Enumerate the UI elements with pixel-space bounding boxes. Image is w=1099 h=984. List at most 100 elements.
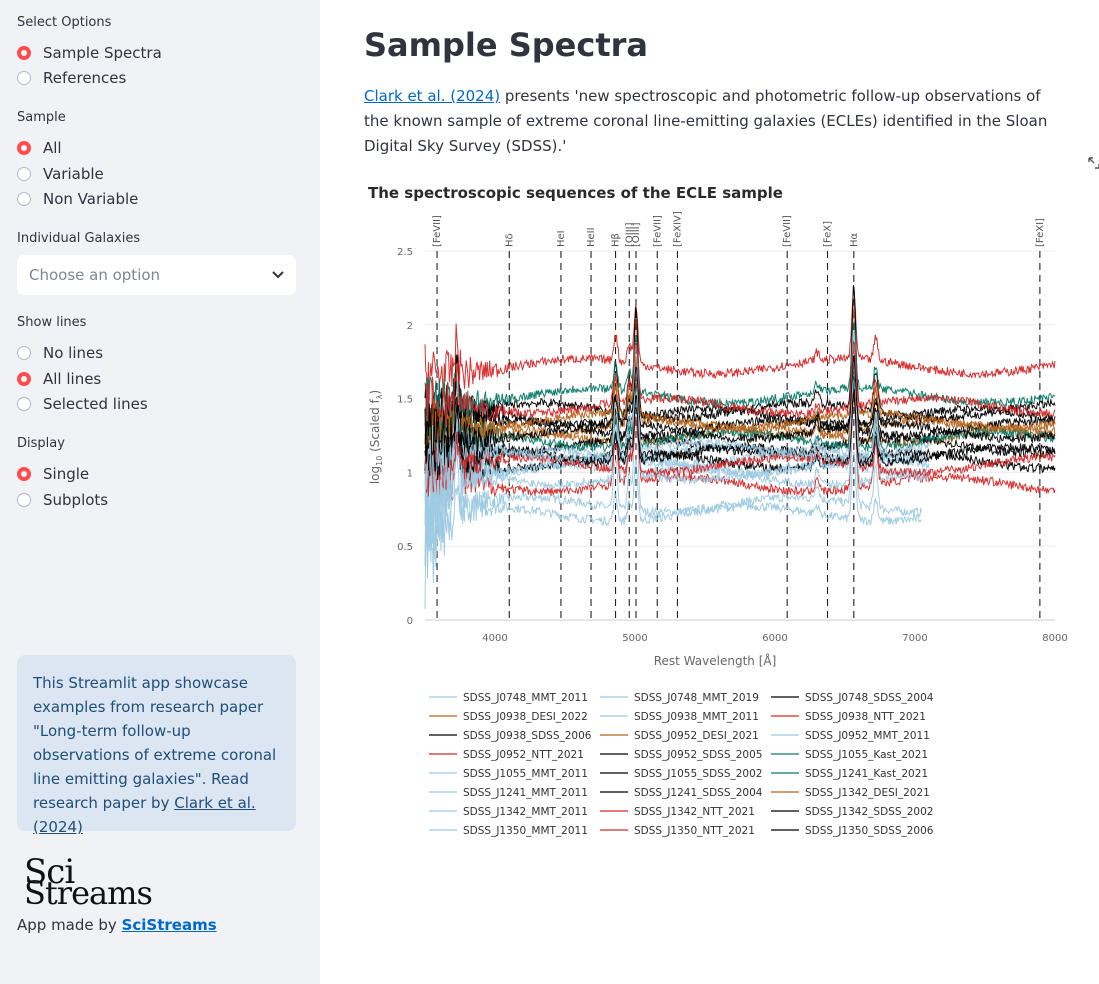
series-line (424, 373, 1056, 462)
line-marker-label: [FeVII] (432, 215, 443, 247)
series-line (424, 354, 1056, 438)
page-title: Sample Spectra (364, 26, 648, 64)
radio-indicator[interactable] (17, 71, 31, 85)
y-tick-label: 2 (407, 321, 413, 332)
sidebar: Select Options Sample Spectra References… (0, 0, 320, 984)
radio-no-lines[interactable]: No lines (17, 342, 103, 364)
series-line (424, 361, 930, 542)
x-tick-label: 4000 (482, 633, 507, 644)
expand-icon[interactable] (1088, 157, 1099, 169)
radio-indicator[interactable] (17, 467, 31, 481)
line-marker-label: [FeXIV] (672, 211, 683, 247)
series-line (424, 364, 1056, 502)
legend-entry: SDSS_J0748_SDSS_2004 (805, 692, 934, 704)
series-line (424, 285, 1056, 445)
legend-entry: SDSS_J0952_SDSS_2005 (634, 749, 762, 761)
paper-link[interactable]: Clark et al. (2024) (33, 794, 256, 836)
line-marker-label: [OIII] (631, 222, 642, 247)
radio-non-variable[interactable]: Non Variable (17, 188, 138, 210)
legend-entry: SDSS_J1241_MMT_2011 (463, 787, 588, 799)
legend-entry: SDSS_J1055_SDSS_2002 (634, 768, 762, 780)
scistreams-link[interactable]: SciStreams (121, 916, 217, 934)
line-marker-label: [OIII] (624, 222, 635, 247)
info-text: This Streamlit app showcase examples fro… (33, 674, 277, 812)
series-line (424, 452, 922, 583)
legend-entry: SDSS_J1350_MMT_2011 (463, 825, 588, 837)
y-tick-label: 0.5 (397, 542, 413, 553)
legend-entry: SDSS_J1055_MMT_2011 (463, 768, 588, 780)
series-line (424, 391, 930, 549)
line-marker-label: HeI (556, 230, 567, 247)
x-axis-label: Rest Wavelength [Å] (654, 653, 777, 668)
legend-entry: SDSS_J0938_SDSS_2006 (463, 730, 592, 742)
series-line (424, 335, 930, 525)
line-marker-label: Hα (849, 232, 860, 247)
radio-references[interactable]: References (17, 67, 126, 89)
chart-title: The spectroscopic sequences of the ECLE … (368, 184, 783, 202)
series-line (424, 329, 930, 552)
radio-indicator[interactable] (17, 346, 31, 360)
series-line (424, 341, 929, 566)
line-marker-label: [FeX] (823, 221, 834, 247)
series-line (424, 320, 1056, 426)
y-tick-label: 1 (407, 468, 413, 479)
radio-indicator[interactable] (17, 397, 31, 411)
radio-all[interactable]: All (17, 137, 62, 159)
radio-single[interactable]: Single (17, 463, 89, 485)
legend-entry: SDSS_J0748_MMT_2011 (463, 692, 588, 704)
galaxy-select[interactable]: Choose an option (17, 255, 296, 295)
legend-entry: SDSS_J0938_DESI_2022 (463, 711, 588, 723)
y-tick-label: 2.5 (397, 247, 413, 258)
radio-variable[interactable]: Variable (17, 163, 104, 185)
line-marker-label: [FeXI] (1035, 218, 1046, 247)
radio-indicator[interactable] (17, 493, 31, 507)
radio-indicator[interactable] (17, 167, 31, 181)
chevron-down-icon (272, 271, 284, 279)
series-line (424, 305, 1056, 452)
x-tick-label: 5000 (622, 633, 647, 644)
x-tick-label: 6000 (762, 633, 787, 644)
sample-label: Sample (17, 110, 66, 125)
legend-entry: SDSS_J0938_NTT_2021 (805, 711, 926, 723)
series-line (424, 393, 1056, 477)
legend-entry: SDSS_J1241_Kast_2021 (805, 768, 928, 780)
legend-entry: SDSS_J1342_DESI_2021 (805, 787, 930, 799)
radio-sample-spectra[interactable]: Sample Spectra (17, 42, 162, 64)
legend-entry: SDSS_J0938_MMT_2011 (634, 711, 759, 723)
credit: App made by SciStreams (17, 916, 217, 934)
radio-indicator[interactable] (17, 46, 31, 60)
radio-indicator[interactable] (17, 141, 31, 155)
series-line (424, 375, 1056, 474)
y-tick-label: 0 (407, 616, 413, 627)
series-line (424, 360, 1056, 458)
legend-entry: SDSS_J0748_MMT_2019 (634, 692, 759, 704)
legend-entry: SDSS_J0952_MMT_2011 (805, 730, 930, 742)
select-placeholder: Choose an option (29, 266, 161, 284)
line-marker-label: Hδ (504, 233, 515, 247)
series-line (424, 378, 922, 609)
radio-indicator[interactable] (17, 372, 31, 386)
radio-indicator[interactable] (17, 192, 31, 206)
legend-entry: SDSS_J1241_SDSS_2004 (634, 787, 763, 799)
legend-entry: SDSS_J1342_SDSS_2002 (805, 806, 933, 818)
radio-all-lines[interactable]: All lines (17, 368, 101, 390)
x-tick-label: 7000 (902, 633, 927, 644)
series-line (424, 396, 930, 532)
series-line (424, 389, 1056, 486)
y-axis-label: log10 (Scaled fλ) (368, 390, 384, 484)
radio-selected-lines[interactable]: Selected lines (17, 393, 148, 415)
galaxies-label: Individual Galaxies (17, 231, 141, 246)
line-marker-label: [FeVII] (782, 215, 793, 247)
series-line (424, 346, 1056, 454)
intro-paper-link[interactable]: Clark et al. (2024) (364, 87, 501, 105)
series-line (424, 354, 1056, 458)
legend-entry: SDSS_J1055_Kast_2021 (805, 749, 928, 761)
legend-entry: SDSS_J0952_DESI_2021 (634, 730, 759, 742)
series-line (424, 396, 1056, 497)
legend-entry: SDSS_J1350_SDSS_2006 (805, 825, 934, 837)
legend-entry: SDSS_J1350_NTT_2021 (634, 825, 755, 837)
line-marker-label: [FeVII] (652, 215, 663, 247)
legend-entry: SDSS_J1342_NTT_2021 (634, 806, 755, 818)
line-marker-label: Hβ (611, 233, 622, 247)
radio-subplots[interactable]: Subplots (17, 489, 108, 511)
